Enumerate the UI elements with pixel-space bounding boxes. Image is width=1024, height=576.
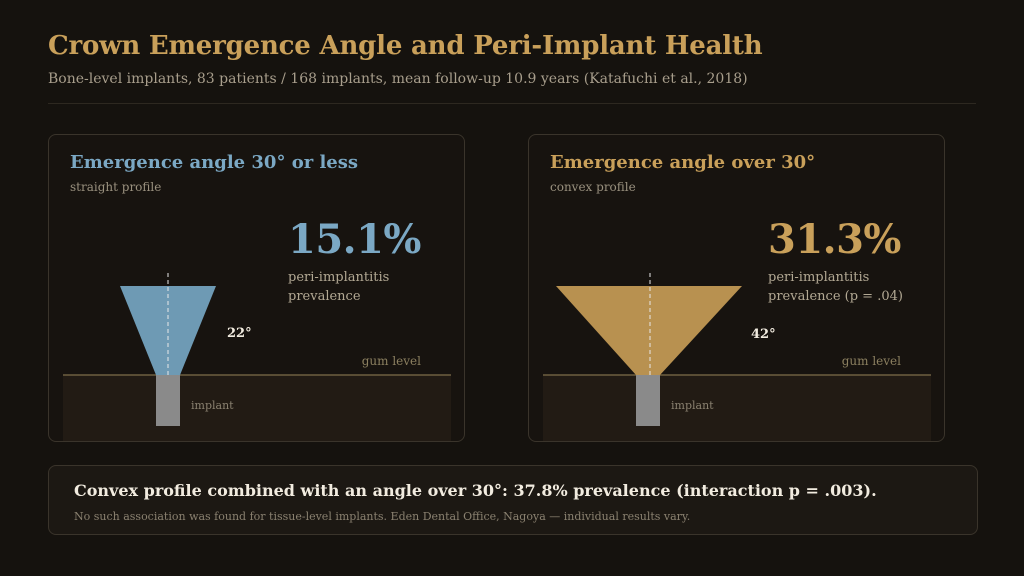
card-title: Emergence angle over 30° xyxy=(550,152,816,173)
desc-line: prevalence xyxy=(288,289,361,304)
page-subtitle: Bone-level implants, 83 patients / 168 i… xyxy=(48,71,748,87)
header-divider xyxy=(48,103,976,104)
desc-line: peri-implantitis xyxy=(768,270,870,285)
prevalence-value: 15.1% xyxy=(288,216,421,263)
card-straight-profile: 22° gum level implant Emergence angle 30… xyxy=(48,134,465,442)
implant-label: implant xyxy=(191,399,234,412)
gum-level-label: gum level xyxy=(362,354,421,368)
card-subtitle: convex profile xyxy=(550,180,636,194)
page-title: Crown Emergence Angle and Peri-Implant H… xyxy=(48,31,763,61)
card-convex-profile: 42° gum level implant Emergence angle ov… xyxy=(528,134,945,442)
straight-profile-diagram: 22° gum level implant xyxy=(63,273,451,441)
angle-label: 42° xyxy=(751,327,776,342)
crown-shape xyxy=(556,286,742,375)
summary-note: No such association was found for tissue… xyxy=(74,510,691,523)
card-subtitle: straight profile xyxy=(70,180,162,194)
summary-finding: Convex profile combined with an angle ov… xyxy=(74,481,877,500)
prevalence-value: 31.3% xyxy=(768,216,901,263)
prevalence-description: peri-implantitis prevalence xyxy=(288,268,458,306)
desc-line: prevalence (p = .04) xyxy=(768,289,903,304)
gum-level-label: gum level xyxy=(842,354,901,368)
bone-area xyxy=(63,375,451,441)
implant-post xyxy=(636,375,660,426)
card-title: Emergence angle 30° or less xyxy=(70,152,359,173)
prevalence-description: peri-implantitis prevalence (p = .04) xyxy=(768,268,938,306)
angle-label: 22° xyxy=(227,326,252,341)
desc-line: peri-implantitis xyxy=(288,270,390,285)
convex-profile-diagram: 42° gum level implant xyxy=(543,273,931,441)
implant-post xyxy=(156,375,180,426)
implant-label: implant xyxy=(671,399,714,412)
summary-panel: Convex profile combined with an angle ov… xyxy=(48,465,978,535)
bone-area xyxy=(543,375,931,441)
